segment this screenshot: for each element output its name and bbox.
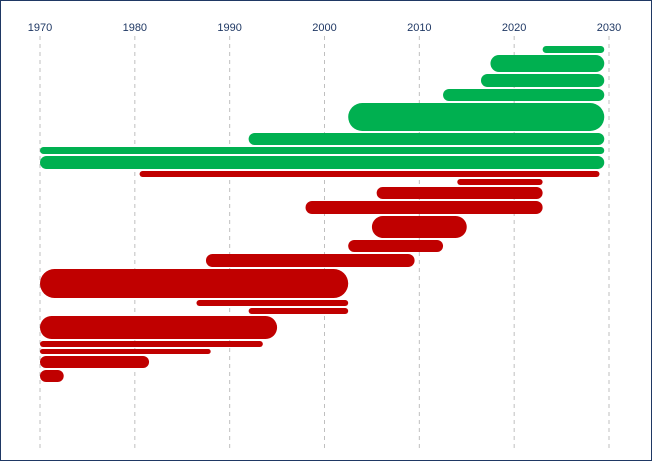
timeline-bar-22 <box>40 356 150 368</box>
gridlines <box>39 36 610 450</box>
timeline-bar-4 <box>443 89 605 101</box>
timeline-bar-8 <box>40 156 605 169</box>
timeline-bar-2 <box>490 55 605 72</box>
timeline-bar-21 <box>40 349 211 354</box>
timeline-bar-5 <box>348 103 605 131</box>
timeline-bar-18 <box>248 308 349 314</box>
x-tick-label-1990: 1990 <box>217 22 241 34</box>
x-tick-label-2010: 2010 <box>407 22 431 34</box>
x-axis-tick-labels: 1970 1980 1990 2000 2010 2020 2030 <box>28 22 621 34</box>
timeline-bar-16 <box>40 269 349 298</box>
timeline-bar-3 <box>480 74 605 87</box>
timeline-bar-10 <box>457 179 543 185</box>
timeline-bar-1 <box>542 46 605 53</box>
timeline-bar-15 <box>205 254 415 267</box>
timeline-bar-7 <box>40 147 605 154</box>
timeline-bar-19 <box>40 316 278 339</box>
timeline-bar-17 <box>196 300 349 306</box>
x-tick-label-1970: 1970 <box>28 22 52 34</box>
timeline-bar-9 <box>139 171 600 177</box>
timeline-bar-12 <box>305 201 543 214</box>
x-tick-label-1980: 1980 <box>123 22 147 34</box>
timeline-bar-13 <box>371 216 467 238</box>
x-tick-label-2030: 2030 <box>597 22 621 34</box>
timeline-bar-23 <box>40 370 64 382</box>
timeline-bars <box>40 46 605 382</box>
timeline-bar-20 <box>40 341 263 347</box>
timeline-bar-6 <box>248 133 605 145</box>
timeline-bar-14 <box>348 240 444 252</box>
x-tick-label-2020: 2020 <box>502 22 526 34</box>
x-tick-label-2000: 2000 <box>312 22 336 34</box>
timeline-bar-11 <box>376 187 543 199</box>
